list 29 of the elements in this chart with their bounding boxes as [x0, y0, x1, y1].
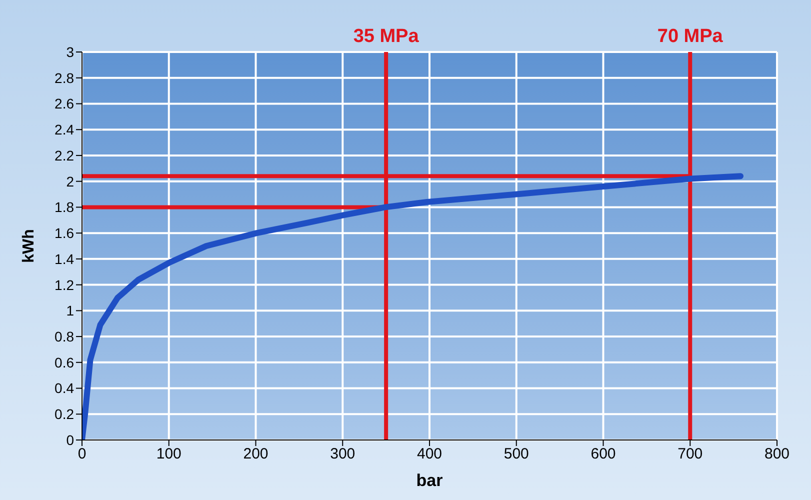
- y-tick-label: 0.8: [54, 328, 74, 345]
- ref-line-label: 70 MPa: [657, 26, 724, 47]
- y-axis-title: kWh: [20, 229, 38, 263]
- x-tick-label: 800: [764, 446, 790, 463]
- x-axis-title: bar: [416, 471, 444, 490]
- x-tick-label: 100: [156, 446, 182, 463]
- y-tick-label: 1.2: [54, 276, 74, 293]
- x-tick-label: 500: [504, 446, 529, 463]
- y-tick-label: 2: [66, 173, 74, 190]
- y-tick-label: 1.8: [54, 199, 74, 216]
- x-tick-label: 400: [416, 446, 442, 463]
- y-tick-label: 0.6: [54, 354, 74, 370]
- y-tick-label: 0: [66, 432, 74, 448]
- y-tick-label: 2.4: [54, 122, 74, 138]
- y-tick-label: 3: [66, 44, 74, 60]
- y-tick-label: 1.6: [54, 225, 74, 242]
- ref-line-label: 35 MPa: [353, 26, 420, 47]
- x-tick-label: 300: [330, 446, 356, 463]
- y-tick-label: 2.8: [54, 70, 74, 86]
- x-tick-label: 600: [590, 446, 616, 463]
- x-tick-label: 700: [678, 446, 703, 463]
- y-tick-label: 0.2: [54, 406, 74, 422]
- y-tick-label: 1: [66, 302, 74, 319]
- y-tick-label: 1.4: [54, 250, 74, 267]
- y-tick-label: 2.2: [54, 147, 74, 164]
- x-tick-label: 0: [78, 446, 86, 463]
- x-tick-label: 200: [243, 446, 268, 463]
- y-tick-label: 2.6: [54, 96, 74, 112]
- y-tick-label: 0.4: [54, 380, 74, 396]
